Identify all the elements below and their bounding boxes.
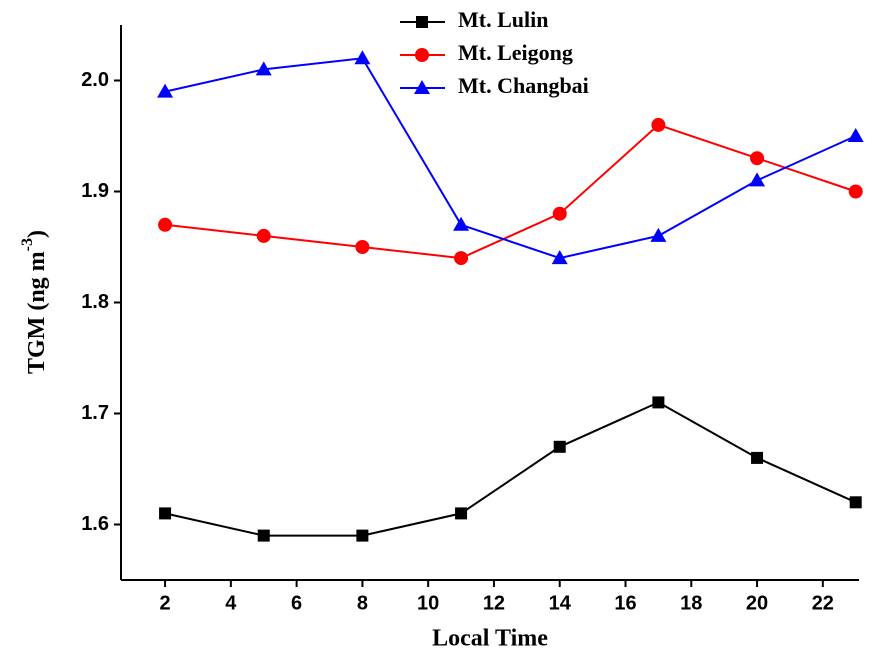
x-tick-label: 6 [291, 592, 302, 614]
y-tick-label: 1.6 [81, 513, 109, 535]
x-tick-label: 16 [614, 592, 636, 614]
marker [848, 184, 863, 199]
marker [651, 117, 666, 132]
y-axis-label: TGM (ng m-3) [19, 230, 50, 374]
marker [750, 151, 765, 166]
y-label-sup: -3 [19, 238, 36, 251]
x-tick-label: 12 [483, 592, 505, 614]
marker [354, 50, 371, 65]
x-tick-label: 8 [357, 592, 368, 614]
y-tick-label: 2.0 [81, 69, 109, 91]
marker [159, 507, 172, 520]
y-tick-label: 1.8 [81, 291, 109, 313]
marker [552, 206, 567, 221]
legend-label: Mt. Lulin [458, 7, 548, 32]
marker [356, 529, 369, 542]
marker [257, 529, 270, 542]
marker [847, 128, 864, 142]
marker [751, 451, 764, 464]
y-label-end: ) [24, 230, 50, 238]
x-tick-label: 20 [746, 592, 768, 614]
marker [255, 61, 272, 76]
marker [158, 217, 173, 232]
marker [415, 48, 429, 62]
marker [416, 16, 428, 28]
marker [551, 250, 568, 265]
x-tick-label: 14 [549, 592, 572, 614]
y-tick-label: 1.7 [81, 402, 109, 424]
marker [455, 507, 468, 520]
marker [454, 251, 469, 266]
x-axis-label: Local Time [432, 626, 548, 652]
x-tick-label: 18 [680, 592, 702, 614]
x-tick-label: 22 [812, 592, 834, 614]
legend-label: Mt. Leigong [458, 40, 573, 65]
y-label-main: TGM (ng m [24, 251, 50, 374]
legend-label: Mt. Changbai [458, 73, 589, 98]
marker [553, 440, 566, 453]
marker [652, 396, 665, 409]
marker [256, 228, 271, 243]
marker [355, 240, 370, 254]
x-tick-label: 4 [225, 592, 237, 614]
x-tick-label: 2 [160, 592, 171, 614]
y-tick-label: 1.9 [81, 180, 109, 202]
marker [749, 172, 766, 187]
marker [453, 216, 470, 231]
series-line [164, 123, 857, 260]
marker [650, 227, 667, 242]
series-line [164, 57, 857, 260]
series-line [164, 401, 857, 537]
marker [157, 83, 174, 98]
marker [414, 80, 430, 94]
x-tick-label: 10 [417, 592, 439, 614]
marker [849, 496, 862, 509]
